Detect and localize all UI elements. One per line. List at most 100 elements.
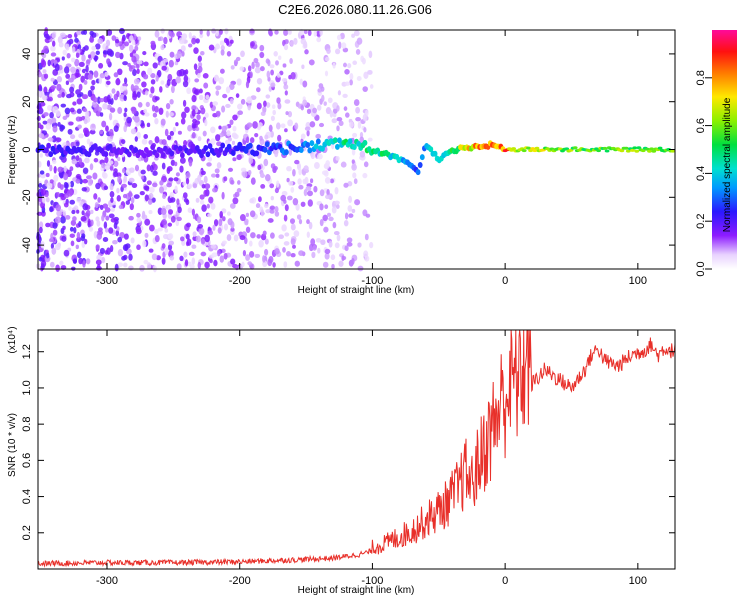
- noise-blob: [161, 139, 167, 146]
- noise-blob: [154, 136, 160, 144]
- noise-blob: [351, 137, 355, 146]
- noise-blob: [154, 105, 159, 113]
- noise-blob: [168, 112, 174, 117]
- spectral-line-point: [254, 150, 260, 157]
- snr-y-label: SNR (10 * v/v): [7, 413, 18, 477]
- noise-blob: [68, 38, 74, 45]
- noise-blob: [148, 210, 153, 215]
- noise-blob: [242, 170, 248, 178]
- noise-blob: [75, 178, 81, 184]
- noise-blob: [48, 96, 53, 102]
- noise-blob: [159, 180, 164, 186]
- noise-blob: [122, 244, 129, 252]
- spectral-line-point: [415, 169, 421, 176]
- noise-blob: [160, 28, 165, 34]
- noise-blob: [70, 66, 76, 73]
- noise-blob: [51, 117, 57, 124]
- noise-blob: [308, 221, 313, 230]
- noise-blob: [216, 249, 221, 257]
- noise-blob: [174, 185, 178, 194]
- noise-blob: [365, 213, 371, 218]
- noise-blob: [269, 64, 275, 69]
- noise-blob: [157, 227, 163, 232]
- noise-blob: [68, 77, 74, 83]
- noise-blob: [44, 27, 49, 35]
- noise-blob: [148, 192, 154, 200]
- noise-blob: [188, 31, 192, 39]
- noise-blob: [346, 242, 353, 247]
- noise-blob: [232, 157, 237, 162]
- noise-blob: [310, 238, 316, 246]
- noise-blob: [39, 170, 45, 175]
- noise-blob: [123, 90, 128, 96]
- noise-blob: [80, 75, 85, 83]
- noise-blob: [113, 222, 118, 230]
- noise-blob: [90, 209, 94, 215]
- noise-blob: [141, 214, 148, 220]
- noise-blob: [184, 259, 189, 267]
- noise-blob: [294, 260, 301, 267]
- noise-blob: [263, 158, 269, 167]
- noise-blob: [215, 110, 221, 117]
- noise-blob: [55, 264, 60, 272]
- noise-blob: [76, 108, 82, 114]
- noise-blob: [211, 252, 218, 258]
- noise-blob: [65, 142, 71, 147]
- x-tick-label: 0: [502, 575, 508, 587]
- noise-blob: [186, 222, 191, 228]
- noise-blob: [136, 60, 143, 65]
- noise-blob: [134, 136, 138, 142]
- noise-blob: [184, 69, 189, 75]
- noise-blob: [51, 32, 57, 39]
- snr-y-ticks: 0.2 0.4 0.6 0.8 1.0 1.2: [21, 344, 675, 540]
- noise-blob: [76, 251, 82, 259]
- noise-blob: [170, 215, 176, 223]
- noise-blob: [369, 241, 374, 249]
- noise-blob: [236, 78, 242, 86]
- noise-blob: [180, 236, 185, 242]
- spectral-line-point: [188, 148, 194, 154]
- spectral-line-point: [315, 138, 321, 145]
- x-tick-label: -300: [96, 575, 118, 587]
- noise-blob: [86, 59, 91, 64]
- noise-blob: [355, 117, 362, 122]
- noise-blob: [348, 195, 353, 203]
- noise-blob: [323, 170, 329, 177]
- noise-blob: [286, 166, 292, 172]
- noise-blob: [193, 89, 199, 95]
- noise-blob: [223, 176, 228, 182]
- spectral-line-point: [148, 150, 153, 157]
- noise-blob: [319, 189, 325, 197]
- noise-blob: [110, 207, 116, 212]
- noise-blob: [95, 259, 102, 266]
- noise-blob: [269, 183, 275, 189]
- noise-blob: [340, 161, 347, 168]
- spectral-line-point: [602, 146, 608, 150]
- y-tick-label: 0.6: [21, 453, 33, 468]
- noise-blob: [90, 219, 94, 227]
- noise-blob: [259, 66, 265, 72]
- noise-blob: [168, 177, 174, 182]
- noise-blob: [164, 128, 169, 137]
- noise-blob: [139, 190, 145, 196]
- noise-blob: [103, 185, 109, 191]
- noise-blob: [83, 79, 88, 85]
- noise-blob: [56, 209, 63, 217]
- noise-blob: [49, 164, 53, 172]
- noise-blob: [176, 216, 182, 222]
- noise-blob: [182, 80, 189, 88]
- noise-blob: [211, 173, 217, 178]
- noise-blob: [117, 248, 123, 257]
- noise-blob: [321, 94, 325, 103]
- noise-blob: [101, 120, 107, 128]
- noise-blob: [180, 118, 186, 125]
- noise-blob: [42, 120, 48, 125]
- noise-blob: [81, 187, 88, 192]
- noise-blob: [45, 222, 51, 228]
- noise-blob: [86, 138, 91, 145]
- noise-blob: [278, 234, 284, 240]
- noise-blob: [96, 264, 101, 270]
- noise-blob: [344, 69, 350, 75]
- noise-blob: [128, 177, 135, 183]
- noise-blob: [353, 178, 358, 185]
